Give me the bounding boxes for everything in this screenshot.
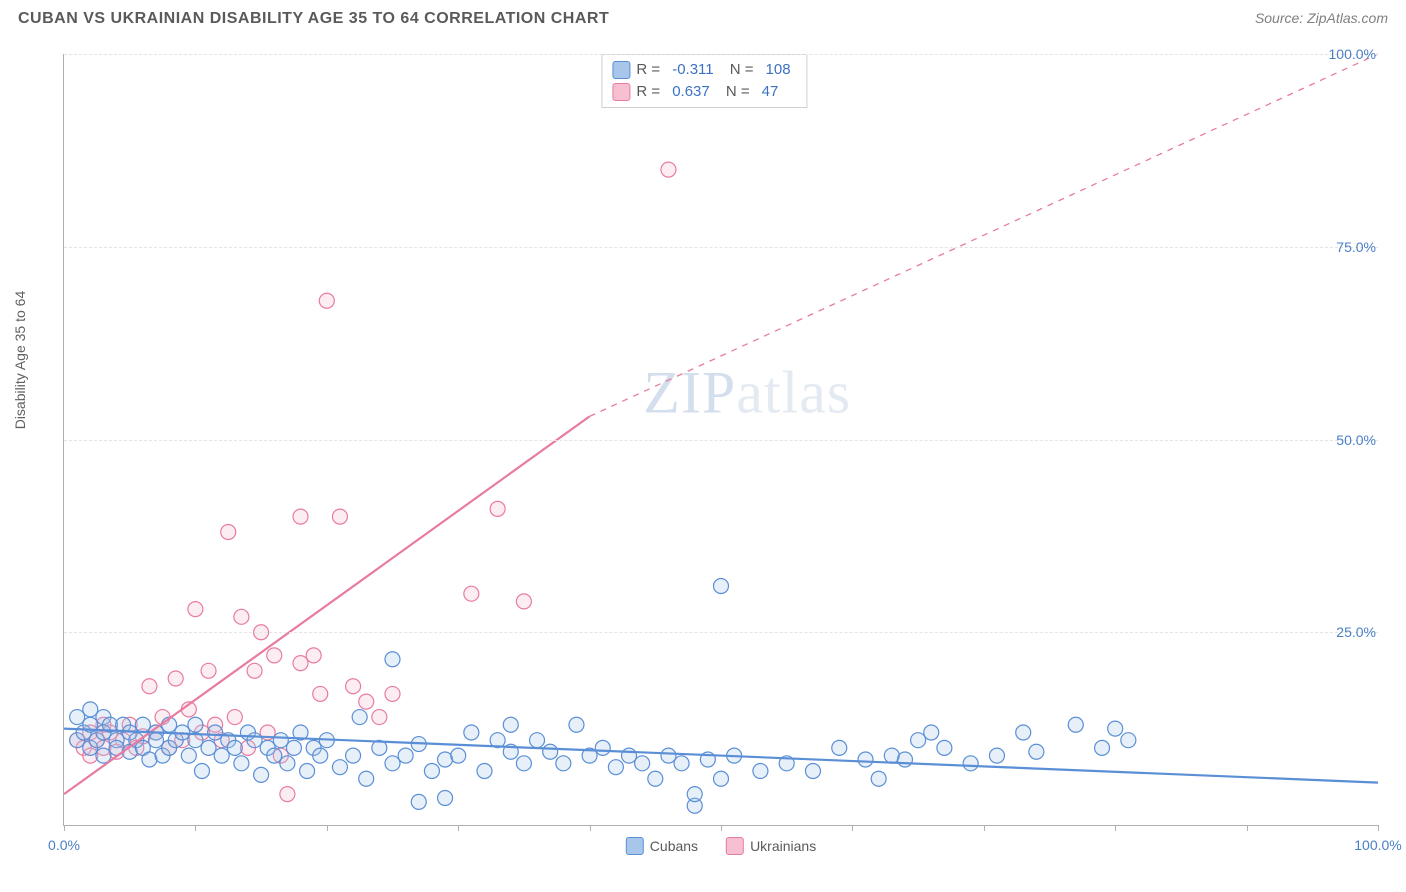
- source-credit: Source: ZipAtlas.com: [1255, 10, 1388, 26]
- x-axis-label-left: 0.0%: [48, 837, 80, 853]
- legend-swatch-ukrainians: [726, 837, 744, 855]
- y-tick-label: 25.0%: [1336, 624, 1378, 640]
- legend-swatch-cubans: [626, 837, 644, 855]
- legend-label-cubans: Cubans: [650, 838, 698, 854]
- legend: Cubans Ukrainians: [626, 837, 816, 855]
- legend-item-ukrainians: Ukrainians: [726, 837, 816, 855]
- y-tick-label: 75.0%: [1336, 239, 1378, 255]
- legend-item-cubans: Cubans: [626, 837, 698, 855]
- chart-title: CUBAN VS UKRAINIAN DISABILITY AGE 35 TO …: [18, 10, 609, 28]
- y-tick-label: 50.0%: [1336, 432, 1378, 448]
- legend-label-ukrainians: Ukrainians: [750, 838, 816, 854]
- swatch-ukrainians: [612, 83, 630, 101]
- stats-row-cubans: R =-0.311 N =108: [612, 59, 796, 81]
- chart-area: Disability Age 35 to 64 ZIPatlas R =-0.3…: [18, 40, 1388, 874]
- correlation-stats-box: R =-0.311 N =108 R =0.637 N =47: [601, 54, 807, 108]
- x-axis-label-right: 100.0%: [1354, 837, 1401, 853]
- y-axis-label: Disability Age 35 to 64: [12, 291, 28, 430]
- source-link[interactable]: ZipAtlas.com: [1307, 10, 1388, 26]
- y-tick-label: 100.0%: [1329, 46, 1378, 62]
- stats-row-ukrainians: R =0.637 N =47: [612, 81, 796, 103]
- plot-region: ZIPatlas R =-0.311 N =108 R =0.637 N =47…: [63, 54, 1378, 826]
- swatch-cubans: [612, 61, 630, 79]
